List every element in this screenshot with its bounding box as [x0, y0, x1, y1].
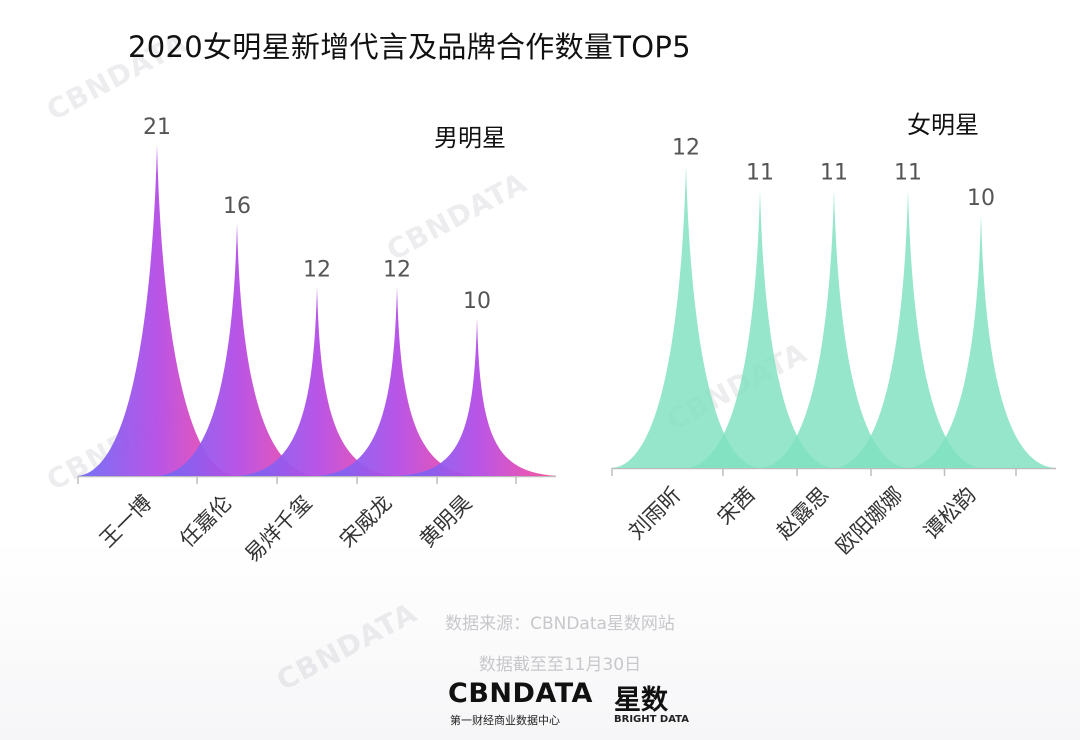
- value-label: 16: [223, 194, 251, 219]
- cutoff-note: 数据截至至11月30日: [478, 655, 642, 675]
- peak-shape: [834, 189, 982, 468]
- value-label: 11: [820, 161, 848, 186]
- peak-shape: [397, 318, 557, 476]
- bright-data-logo: 星数: [614, 685, 668, 716]
- peak-shape: [612, 164, 760, 468]
- peak-shape: [157, 223, 317, 476]
- value-label: 12: [672, 135, 700, 160]
- category-label: 宋威龙: [335, 491, 397, 553]
- value-label: 12: [383, 257, 411, 282]
- value-label: 21: [143, 115, 171, 140]
- panel-title: 男明星: [434, 124, 506, 152]
- category-label: 任嘉伦: [175, 491, 237, 553]
- chart-title: 2020女明星新增代言及品牌合作数量TOP5: [128, 30, 691, 64]
- peak-shape: [77, 144, 237, 476]
- cbndata-logo: CBNDATA: [448, 678, 593, 709]
- category-label: 欧阳娜娜: [831, 483, 907, 559]
- bright-data-logo-subtitle: BRIGHT DATA: [614, 714, 689, 725]
- value-label: 11: [894, 161, 922, 186]
- panel-title: 女明星: [907, 111, 979, 139]
- source-note: 数据来源：CBNData星数网站: [445, 614, 675, 634]
- peak-shape: [907, 215, 1055, 468]
- category-label: 赵露思: [772, 483, 834, 545]
- category-label: 刘雨昕: [624, 483, 686, 545]
- category-label: 谭松韵: [919, 483, 981, 545]
- value-label: 11: [746, 161, 774, 186]
- peak-shape: [317, 286, 477, 476]
- peak-shape: [686, 189, 834, 468]
- value-label: 10: [463, 289, 491, 314]
- value-label: 12: [303, 257, 331, 282]
- category-label: 宋茜: [713, 483, 760, 530]
- value-label: 10: [967, 186, 995, 211]
- cbndata-logo-subtitle: 第一财经商业数据中心: [450, 714, 560, 727]
- chart-svg: 21 王一博 16 任嘉伦 12 易烊千玺 12 宋威龙 10 黄明昊 男明星 12 刘雨昕 11 宋茜 11…: [77, 111, 1056, 567]
- footer-background: [0, 540, 1080, 740]
- peak-shape: [760, 189, 908, 468]
- category-label: 王一博: [95, 491, 157, 553]
- category-label: 黄明昊: [415, 491, 477, 553]
- category-label: 易烊千玺: [240, 491, 316, 567]
- peak-shape: [237, 286, 397, 476]
